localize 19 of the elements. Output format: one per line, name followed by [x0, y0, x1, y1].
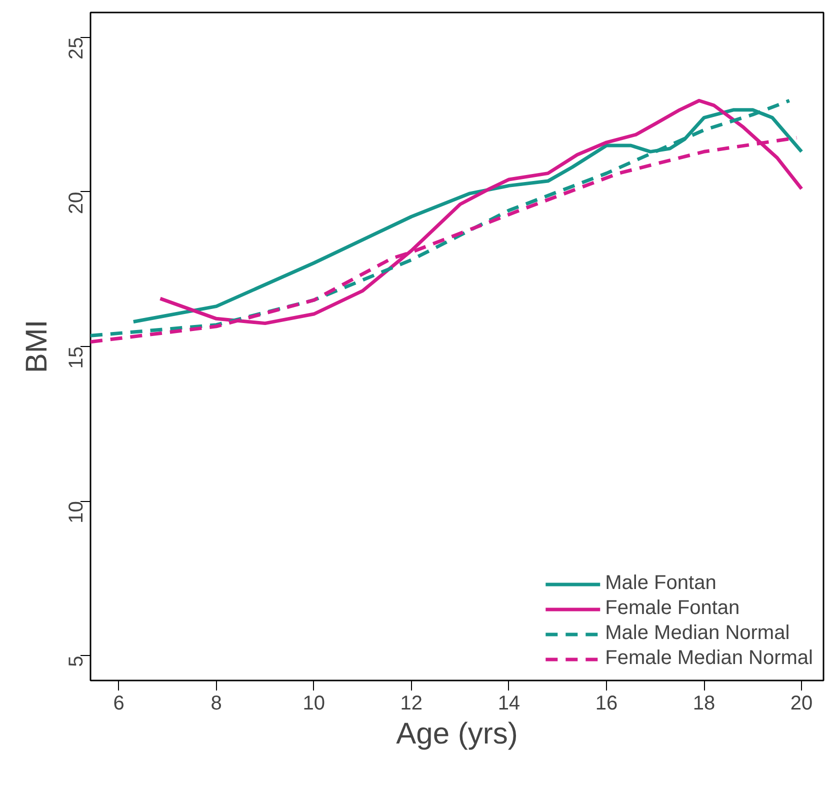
- x-tick-label: 6: [113, 692, 124, 714]
- legend-label: Male Median Normal: [605, 622, 790, 645]
- legend-label: Female Fontan: [605, 597, 740, 620]
- legend-label: Male Fontan: [605, 572, 716, 595]
- x-tick-label: 14: [498, 692, 520, 714]
- y-tick-label: 15: [66, 346, 88, 369]
- x-tick-label: 16: [595, 692, 618, 714]
- legend-label: Female Median Normal: [605, 647, 813, 670]
- x-tick-label: 20: [790, 692, 813, 714]
- x-tick-label: 10: [302, 692, 325, 714]
- y-tick-label: 25: [66, 37, 88, 60]
- x-tick-label: 18: [692, 692, 716, 714]
- y-tick-label: 10: [66, 501, 88, 524]
- x-axis-title: Age (yrs): [396, 718, 518, 750]
- y-axis-title: BMI: [20, 320, 54, 374]
- y-tick-label: 5: [66, 656, 88, 667]
- y-tick-label: 20: [66, 192, 88, 214]
- x-tick-label: 12: [400, 692, 423, 714]
- x-tick-label: 8: [210, 692, 222, 714]
